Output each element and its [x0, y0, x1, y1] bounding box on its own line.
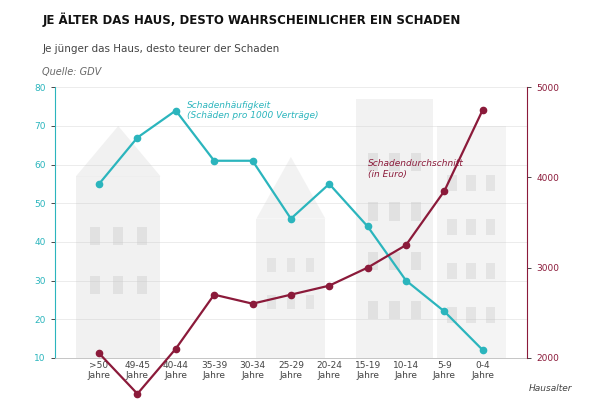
Polygon shape: [389, 301, 400, 319]
Polygon shape: [389, 252, 400, 270]
Polygon shape: [368, 252, 378, 270]
Text: Schadenhäufigkeit
(Schäden pro 1000 Verträge): Schadenhäufigkeit (Schäden pro 1000 Vert…: [187, 101, 319, 120]
Polygon shape: [113, 227, 123, 245]
Text: JE ÄLTER DAS HAUS, DESTO WAHRSCHEINLICHER EIN SCHADEN: JE ÄLTER DAS HAUS, DESTO WAHRSCHEINLICHE…: [42, 12, 461, 27]
Polygon shape: [306, 295, 315, 309]
Polygon shape: [447, 175, 457, 191]
Polygon shape: [485, 263, 495, 279]
Polygon shape: [447, 219, 457, 235]
Polygon shape: [467, 307, 476, 323]
Polygon shape: [411, 203, 421, 220]
Polygon shape: [437, 126, 506, 358]
Polygon shape: [447, 263, 457, 279]
Polygon shape: [256, 157, 325, 219]
Polygon shape: [368, 203, 378, 220]
Polygon shape: [368, 301, 378, 319]
Polygon shape: [306, 258, 315, 272]
Text: Schadendurchschnitt
(in Euro): Schadendurchschnitt (in Euro): [368, 159, 464, 179]
Polygon shape: [287, 258, 295, 272]
Polygon shape: [485, 175, 495, 191]
Polygon shape: [137, 227, 147, 245]
Polygon shape: [467, 263, 476, 279]
Polygon shape: [485, 307, 495, 323]
Polygon shape: [256, 219, 325, 358]
Polygon shape: [137, 276, 147, 294]
Polygon shape: [368, 154, 378, 171]
Polygon shape: [389, 154, 400, 171]
Polygon shape: [287, 295, 295, 309]
Polygon shape: [467, 219, 476, 235]
Polygon shape: [411, 154, 421, 171]
Polygon shape: [447, 307, 457, 323]
Text: Quelle: GDV: Quelle: GDV: [42, 67, 102, 77]
Text: Hausalter: Hausalter: [529, 384, 573, 393]
Polygon shape: [389, 203, 400, 220]
Polygon shape: [356, 99, 433, 358]
Text: Je jünger das Haus, desto teurer der Schaden: Je jünger das Haus, desto teurer der Sch…: [42, 44, 280, 54]
Polygon shape: [113, 276, 123, 294]
Polygon shape: [267, 295, 276, 309]
Polygon shape: [76, 126, 161, 176]
Polygon shape: [76, 176, 161, 358]
Polygon shape: [411, 252, 421, 270]
Polygon shape: [90, 227, 99, 245]
Polygon shape: [90, 276, 99, 294]
Polygon shape: [485, 219, 495, 235]
Polygon shape: [467, 175, 476, 191]
Polygon shape: [267, 258, 276, 272]
Polygon shape: [411, 301, 421, 319]
